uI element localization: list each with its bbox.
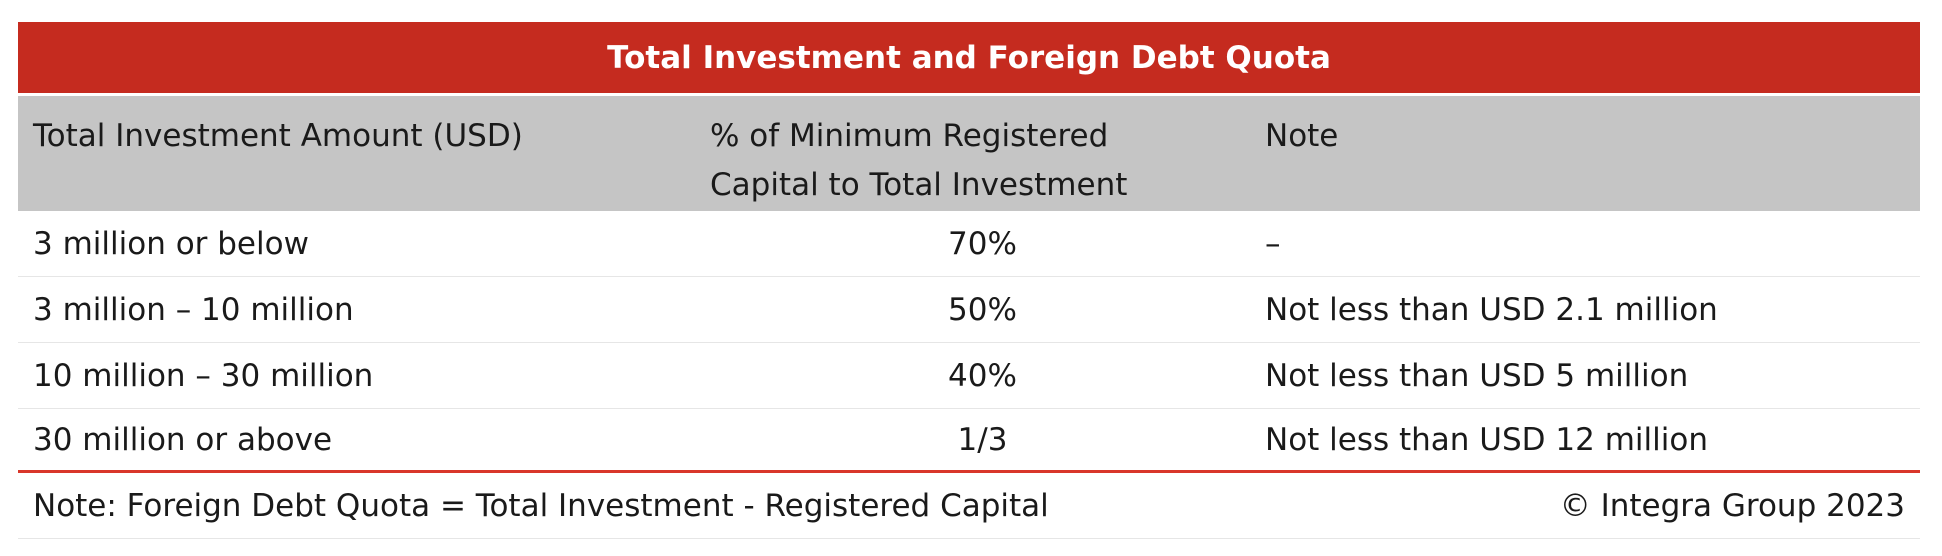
header-percent-line1: % of Minimum Registered bbox=[710, 118, 1109, 154]
table-title: Total Investment and Foreign Debt Quota bbox=[18, 22, 1920, 96]
cell-percent: 50% bbox=[948, 291, 1017, 328]
table-row: 30 million or above 1/3 Not less than US… bbox=[18, 409, 1920, 473]
cell-note: – bbox=[1265, 225, 1281, 262]
cell-note: Not less than USD 12 million bbox=[1265, 421, 1708, 458]
cell-percent: 1/3 bbox=[957, 421, 1008, 458]
cell-note: Not less than USD 5 million bbox=[1265, 357, 1689, 394]
cell-note: Not less than USD 2.1 million bbox=[1265, 291, 1718, 328]
table-row: 3 million – 10 million 50% Not less than… bbox=[18, 277, 1920, 343]
header-note: Note bbox=[1265, 118, 1339, 154]
table-row: 3 million or below 70% – bbox=[18, 211, 1920, 277]
investment-table: Total Investment and Foreign Debt Quota … bbox=[18, 22, 1920, 539]
cell-amount: 30 million or above bbox=[33, 421, 333, 458]
cell-amount: 10 million – 30 million bbox=[33, 357, 374, 394]
cell-amount: 3 million or below bbox=[33, 225, 309, 262]
table-footer: Note: Foreign Debt Quota = Total Investm… bbox=[18, 473, 1920, 539]
cell-percent: 40% bbox=[948, 357, 1017, 394]
footer-note: Note: Foreign Debt Quota = Total Investm… bbox=[33, 487, 1049, 524]
table-header-row: Total Investment Amount (USD) % of Minim… bbox=[18, 96, 1920, 211]
cell-amount: 3 million – 10 million bbox=[33, 291, 354, 328]
cell-percent: 70% bbox=[948, 225, 1017, 262]
header-amount: Total Investment Amount (USD) bbox=[33, 118, 523, 154]
table-row: 10 million – 30 million 40% Not less tha… bbox=[18, 343, 1920, 409]
header-percent-line2: Capital to Total Investment bbox=[710, 167, 1128, 203]
footer-copyright: © Integra Group 2023 bbox=[1559, 487, 1905, 524]
header-percent: % of Minimum Registered Capital to Total… bbox=[710, 112, 1265, 211]
